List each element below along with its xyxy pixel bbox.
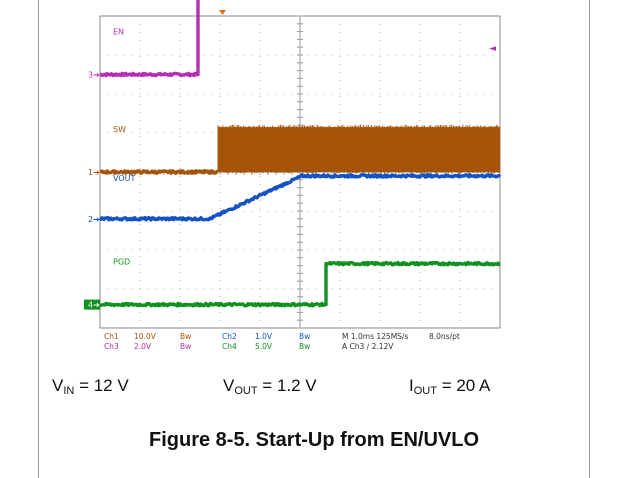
- ch2-label: Ch2: [222, 332, 237, 341]
- traces: [98, 0, 502, 308]
- sample-rate-readout: 8.0ns/pt: [429, 332, 460, 341]
- ch2-bw: Bw: [299, 332, 310, 341]
- ch1-marker: 1➔: [88, 168, 100, 177]
- ch3-scale: 2.0V: [134, 342, 152, 351]
- vout-trace: [98, 173, 502, 222]
- vin-condition: VIN = 12 V: [52, 376, 129, 397]
- trigger-level-marker: ◄: [489, 44, 496, 54]
- trigger-position-marker: [219, 10, 226, 15]
- sw-label: SW: [113, 125, 126, 134]
- trigger-readout: A Ch3 ∕ 2.12V: [342, 342, 394, 351]
- oscilloscope-chart: 3➔ EN 1➔ SW 2➔ VOUT 4➔ PGD ◄ Ch1 10.0V Bw Ch2 1…: [84, 0, 502, 351]
- en-trace: [99, 0, 200, 78]
- ch2-marker: 2➔: [88, 215, 100, 224]
- ch2-scale: 1.0V: [255, 332, 273, 341]
- vout-condition: VOUT = 1.2 V: [223, 376, 317, 397]
- ch3-marker: 3➔: [88, 71, 100, 80]
- sw-trace: [99, 169, 219, 175]
- ch4-marker-bg: [84, 299, 100, 310]
- ch4-scale: 5.0V: [255, 342, 273, 351]
- ch1-bw: Bw: [180, 332, 191, 341]
- timebase-readout: M 1.0ms 125MS/s: [342, 332, 408, 341]
- pgd-trace: [99, 260, 501, 308]
- ch3-label: Ch3: [104, 342, 119, 351]
- settings-readout: Ch1 10.0V Bw Ch2 1.0V Bw M 1.0ms 125MS/s…: [104, 332, 460, 351]
- ch4-label: Ch4: [222, 342, 237, 351]
- trace-labels: 3➔ EN 1➔ SW 2➔ VOUT 4➔ PGD: [84, 28, 135, 310]
- en-label: EN: [113, 28, 124, 37]
- ch4-marker: 4➔: [88, 301, 100, 310]
- ch3-bw: Bw: [180, 342, 191, 351]
- ch1-scale: 10.0V: [134, 332, 157, 341]
- vout-label: VOUT: [113, 174, 135, 183]
- iout-condition: IOUT = 20 A: [409, 376, 491, 397]
- page-border-right: [589, 0, 590, 478]
- ch1-label: Ch1: [104, 332, 119, 341]
- figure-caption: Figure 8-5. Start-Up from EN/UVLO: [148, 429, 480, 451]
- page-border-left: [38, 0, 39, 478]
- pgd-label: PGD: [113, 258, 130, 267]
- ch4-bw: Bw: [299, 342, 310, 351]
